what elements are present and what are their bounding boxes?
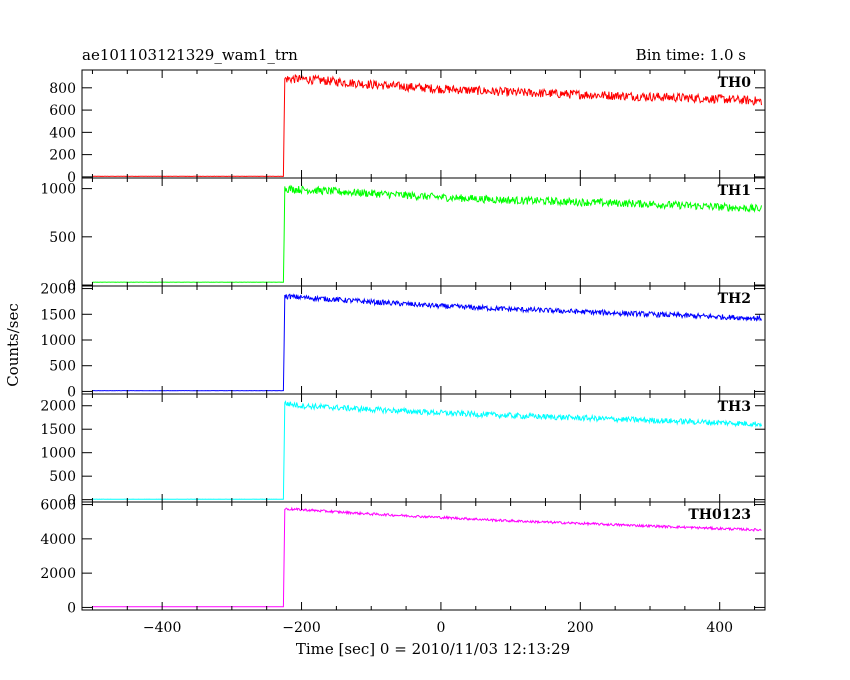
series-line-th0123 <box>92 506 762 608</box>
series-line-th3 <box>92 400 762 500</box>
y-tick-label: 1000 <box>40 333 76 349</box>
panel-label: TH0 <box>718 75 752 91</box>
y-tick-label: 1500 <box>40 422 76 438</box>
y-tick-label: 1000 <box>40 182 76 198</box>
series-line-th0 <box>92 74 762 177</box>
x-axis-label: Time [sec] 0 = 2010/11/03 12:13:29 <box>296 640 570 658</box>
y-tick-label: 400 <box>49 125 76 141</box>
panel-th0123: 0 2000 4000 6000 TH0123 <box>40 498 766 616</box>
series-line-th2 <box>92 293 762 392</box>
panel-frame <box>81 69 766 179</box>
y-tick-label: 500 <box>49 469 76 485</box>
y-tick-label: 600 <box>49 103 76 119</box>
x-tick-label: 400 <box>706 620 733 636</box>
y-tick-label: 200 <box>49 148 76 164</box>
y-axis-label: Counts/sec <box>4 303 22 387</box>
panel-label: TH1 <box>718 183 751 199</box>
panel-th3: 0 500 1000 1500 2000 TH3 <box>40 393 766 509</box>
panel-frame <box>81 285 766 395</box>
chart-title: ae101103121329_wam1_trn <box>82 46 298 64</box>
x-tick-label: 0 <box>436 620 445 636</box>
y-tick-label: 0 <box>67 278 76 294</box>
panel-label: TH3 <box>718 399 751 415</box>
x-tick-label: −400 <box>143 620 181 636</box>
y-tick-label: 6000 <box>40 498 76 514</box>
y-tick-label: 2000 <box>40 282 76 298</box>
panel-th0: 0 200 400 600 800 TH0 <box>49 69 766 186</box>
panel-frame <box>81 177 766 287</box>
y-tick-label: 500 <box>49 359 76 375</box>
y-tick-label: 1000 <box>40 446 76 462</box>
y-tick-label: 0 <box>67 600 76 616</box>
y-tick-label: 0 <box>67 384 76 400</box>
x-tick-label: 200 <box>567 620 594 636</box>
y-tick-label: 1500 <box>40 307 76 323</box>
series-line-th1 <box>92 184 762 283</box>
panel-th1: 0 500 1000 TH1 <box>40 177 766 294</box>
panel-label: TH0123 <box>688 507 751 523</box>
y-tick-label: 0 <box>67 493 76 509</box>
y-tick-label: 800 <box>49 81 76 97</box>
panel-th2: 0 500 1000 1500 2000 TH2 <box>40 282 766 400</box>
panel-frame <box>81 501 766 611</box>
y-tick-label: 2000 <box>40 399 76 415</box>
y-tick-label: 500 <box>49 230 76 246</box>
y-tick-label: 0 <box>67 170 76 186</box>
panels-group: 0 200 400 600 800 TH0 0 500 1000 TH1 0 500 1000 1500 2… <box>40 69 766 636</box>
x-tick-label: −200 <box>282 620 320 636</box>
bin-time-label: Bin time: 1.0 s <box>636 46 746 64</box>
y-tick-label: 4000 <box>40 532 76 548</box>
y-tick-label: 2000 <box>40 566 76 582</box>
panel-label: TH2 <box>718 291 751 307</box>
